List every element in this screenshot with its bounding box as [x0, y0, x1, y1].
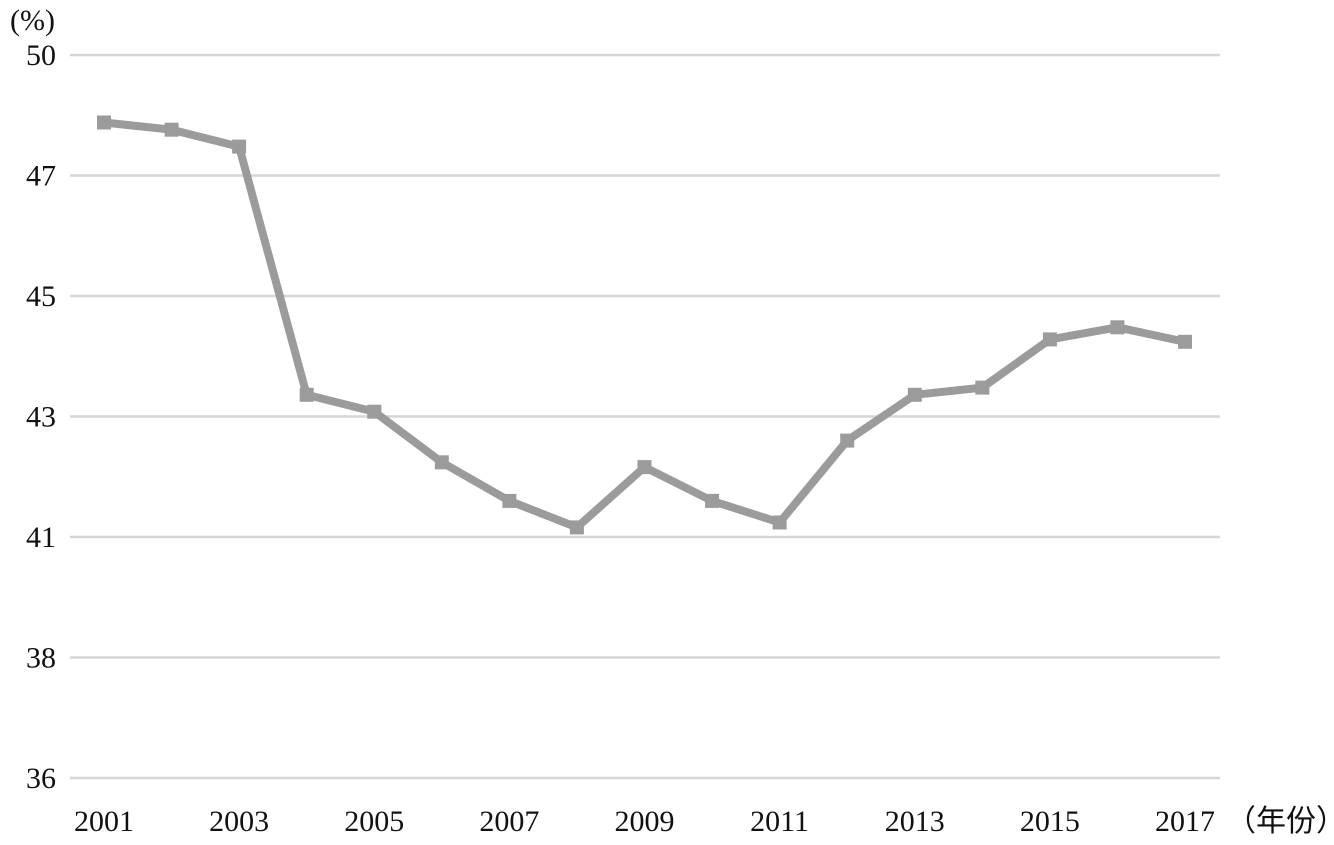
gridlines [70, 53, 1220, 780]
x-tick-label: 2015 [1020, 805, 1080, 838]
x-tick-label: 2005 [344, 805, 404, 838]
x-tick-label: 2003 [209, 805, 269, 838]
data-point [367, 404, 382, 419]
y-axis-ticks: 50 47 45 43 41 38 36 [26, 39, 56, 795]
data-point [772, 515, 787, 530]
data-point [434, 455, 449, 470]
y-tick-label: 47 [26, 160, 56, 193]
data-point [907, 387, 922, 402]
y-tick-label: 43 [26, 401, 56, 434]
x-tick-label: 2001 [74, 805, 134, 838]
y-tick-label: 45 [26, 280, 56, 313]
x-tick-label: 2011 [750, 805, 809, 838]
y-tick-label: 50 [26, 39, 56, 72]
data-point [975, 380, 990, 395]
data-points [97, 115, 1192, 535]
x-tick-label: 2017 [1155, 805, 1215, 838]
y-axis-label: (%) [10, 4, 55, 37]
data-point [637, 460, 652, 475]
data-point [705, 493, 720, 508]
x-axis-ticks: 2001 2003 2005 2007 2009 2011 2013 2015 2017 [74, 805, 1215, 838]
data-point [1042, 332, 1057, 347]
data-point [840, 433, 855, 448]
x-axis-label: （年份） [1226, 805, 1334, 838]
x-tick-label: 2009 [615, 805, 675, 838]
y-tick-label: 36 [26, 762, 56, 795]
y-tick-label: 41 [26, 521, 56, 554]
data-point [502, 493, 517, 508]
data-point [232, 139, 247, 154]
data-point [1178, 334, 1192, 349]
data-point [1110, 320, 1125, 335]
data-point [299, 387, 314, 402]
x-tick-label: 2013 [885, 805, 945, 838]
data-point [97, 115, 111, 130]
data-point [164, 122, 179, 137]
x-tick-label: 2007 [479, 805, 539, 838]
y-tick-label: 38 [26, 642, 56, 675]
data-point [569, 520, 584, 535]
